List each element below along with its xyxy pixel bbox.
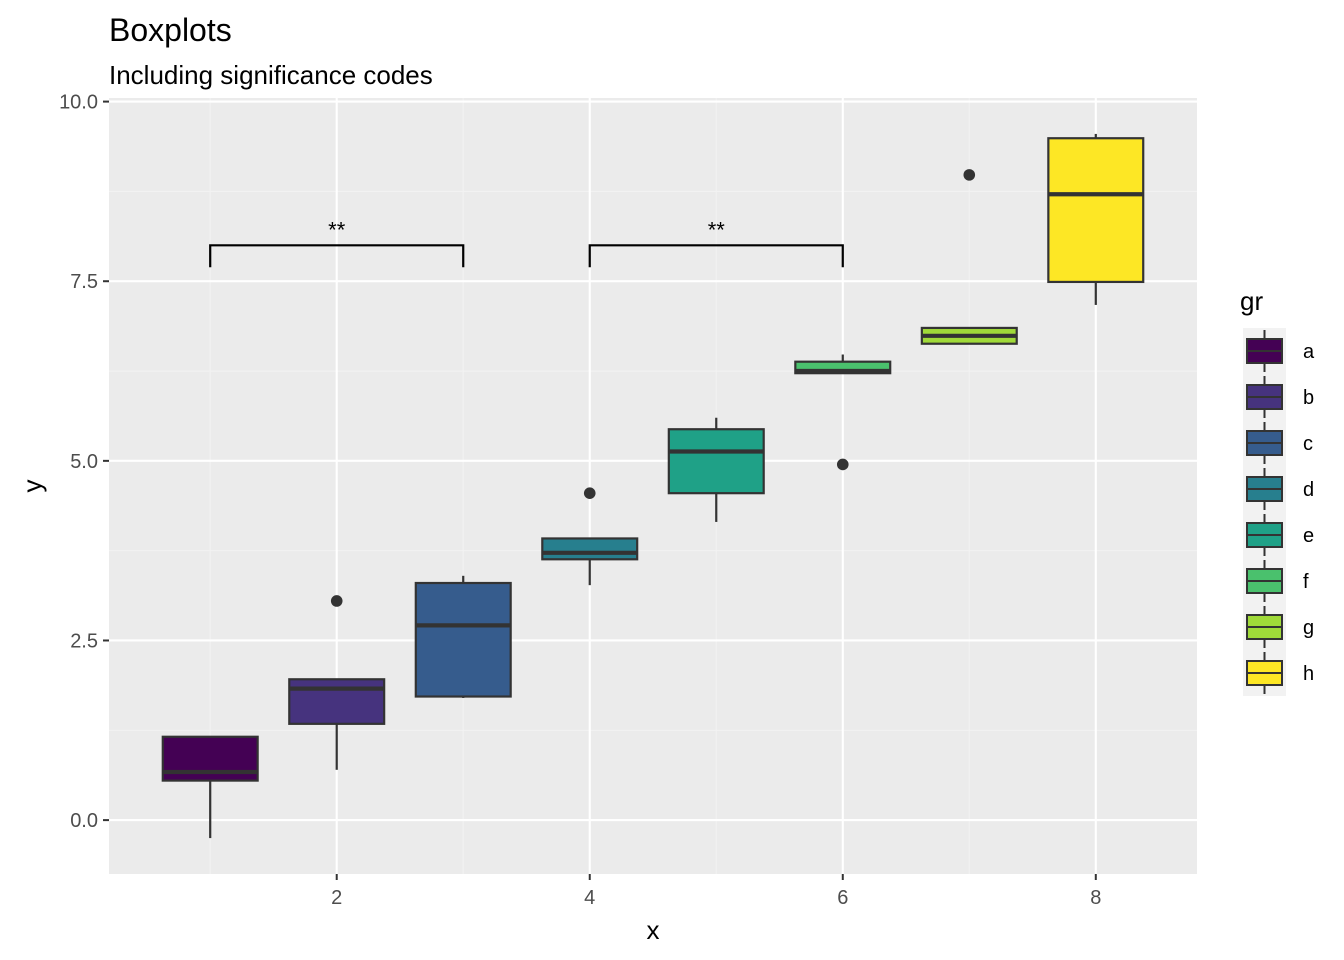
y-tick-label: 10.0	[59, 92, 98, 114]
box-d	[541, 487, 639, 586]
y-tick-label: 5.0	[70, 451, 98, 473]
legend-item-e: e	[1243, 512, 1314, 558]
legend-item-f: f	[1243, 558, 1309, 604]
significance-label: **	[328, 217, 346, 242]
y-tick-label: 0.0	[70, 810, 98, 832]
legend-item-c: c	[1243, 420, 1313, 466]
significance-label: **	[708, 217, 726, 242]
box-iqr	[541, 537, 639, 561]
significance-bracket: **	[209, 217, 465, 268]
y-tick-label: 2.5	[70, 630, 98, 652]
x-tick-label: 4	[584, 887, 595, 909]
box-b	[288, 595, 386, 770]
box-g	[920, 169, 1018, 345]
outlier-point	[330, 595, 343, 607]
y-tick-label: 7.5	[70, 271, 98, 293]
legend-item-a: a	[1243, 328, 1315, 374]
legend-item-b: b	[1243, 374, 1314, 420]
box-iqr	[667, 428, 765, 495]
bracket-line	[209, 244, 465, 268]
legend-label: h	[1303, 663, 1314, 685]
box-e	[667, 417, 765, 522]
x-axis-label: x	[647, 915, 660, 945]
boxplot-series	[161, 133, 1145, 839]
legend-label: c	[1303, 433, 1313, 455]
y-axis-label: y	[17, 480, 47, 493]
box-h	[1047, 133, 1145, 305]
legend-item-g: g	[1243, 604, 1314, 650]
x-axis: 2 4 6 8	[331, 874, 1101, 909]
legend-label: d	[1303, 479, 1314, 501]
significance-brackets: ** **	[209, 217, 844, 268]
legend-item-h: h	[1243, 650, 1314, 696]
box-iqr	[1047, 137, 1145, 284]
x-tick-label: 6	[837, 887, 848, 909]
box-iqr	[288, 678, 386, 725]
box-iqr	[414, 581, 512, 698]
legend-label: e	[1303, 525, 1314, 547]
box-c	[414, 575, 512, 698]
legend-item-d: d	[1243, 466, 1314, 512]
grid-minor-lines	[109, 98, 1197, 874]
chart-subtitle: Including significance codes	[109, 60, 433, 90]
outlier-point	[836, 458, 849, 471]
legend-label: b	[1303, 387, 1314, 409]
y-axis: 0.0 2.5 5.0 7.5 10.0	[59, 92, 109, 832]
outlier-point	[963, 169, 976, 181]
box-a	[161, 735, 259, 839]
box-iqr	[794, 360, 892, 375]
bracket-line	[588, 244, 844, 268]
legend-label: g	[1303, 617, 1314, 639]
box-f	[794, 354, 892, 471]
legend: gr a b c d e f g h	[1240, 286, 1315, 696]
plot-panel	[109, 98, 1197, 874]
x-tick-label: 8	[1090, 887, 1101, 909]
significance-bracket: **	[588, 217, 844, 268]
legend-label: a	[1303, 341, 1315, 363]
chart-title: Boxplots	[109, 12, 232, 48]
x-tick-label: 2	[331, 887, 342, 909]
legend-title: gr	[1240, 286, 1263, 316]
legend-label: f	[1303, 571, 1309, 593]
outlier-point	[583, 487, 596, 499]
